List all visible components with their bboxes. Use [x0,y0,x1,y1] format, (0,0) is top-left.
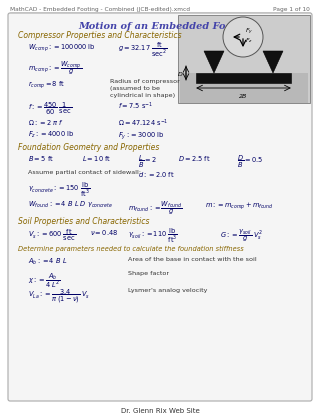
Text: cylindrical in shape): cylindrical in shape) [110,93,175,98]
Text: $d := 2.0\ \mathrm{ft}$: $d := 2.0\ \mathrm{ft}$ [138,170,175,178]
Text: $\chi := \dfrac{A_b}{4\ L^2}$: $\chi := \dfrac{A_b}{4\ L^2}$ [28,271,61,289]
Text: $V_s := 600\ \dfrac{\mathrm{ft}}{\mathrm{sec}}$: $V_s := 600\ \dfrac{\mathrm{ft}}{\mathrm… [28,228,76,242]
Text: $\gamma_{concrete} := 150\ \dfrac{\mathrm{lb}}{\mathrm{ft}^3}$: $\gamma_{concrete} := 150\ \dfrac{\mathr… [28,182,90,199]
Text: $m_{found} := \dfrac{W_{found}}{g}$: $m_{found} := \dfrac{W_{found}}{g}$ [128,199,183,217]
Text: Compressor Properties and Characteristics: Compressor Properties and Characteristic… [18,31,182,40]
Text: $V_{La} := \dfrac{3.4}{\pi\ (1-\nu)}\ V_s$: $V_{La} := \dfrac{3.4}{\pi\ (1-\nu)}\ V_… [28,287,90,304]
Text: $g = 32.17\ \dfrac{\mathrm{ft}}{\mathrm{sec}^2}$: $g = 32.17\ \dfrac{\mathrm{ft}}{\mathrm{… [118,42,168,59]
Text: Shape factor: Shape factor [128,271,169,275]
Text: $F_y$: $F_y$ [245,27,253,37]
Text: $\nu = 0.48$: $\nu = 0.48$ [90,228,118,236]
Text: MathCAD - Embedded Footing - Combined (JCB-edited).xmcd: MathCAD - Embedded Footing - Combined (J… [10,7,190,12]
Text: $m := m_{comp} + m_{found}$: $m := m_{comp} + m_{found}$ [205,199,274,211]
Text: Page 1 of 10: Page 1 of 10 [273,7,310,12]
Bar [196,74,291,84]
Text: $L = 10\ \mathrm{ft}$: $L = 10\ \mathrm{ft}$ [82,154,111,163]
Text: Lysmer's analog velocity: Lysmer's analog velocity [128,287,207,292]
Text: $f := \dfrac{450}{60}\ \dfrac{1}{\mathrm{sec}}$: $f := \dfrac{450}{60}\ \dfrac{1}{\mathrm… [28,101,72,117]
Text: Area of the base in contact with the soil: Area of the base in contact with the soi… [128,256,257,261]
Text: $W_{comp} := 100000\ \mathrm{lb}$: $W_{comp} := 100000\ \mathrm{lb}$ [28,42,96,53]
Bar [178,16,310,104]
Text: D: D [178,71,183,76]
Text: Soil Properties and Characteristics: Soil Properties and Characteristics [18,216,149,225]
Text: $D = 2.5\ \mathrm{ft}$: $D = 2.5\ \mathrm{ft}$ [178,154,211,163]
Bar [180,74,308,104]
Circle shape [223,18,263,58]
Text: $r_{comp} = 8\ \mathrm{ft}$: $r_{comp} = 8\ \mathrm{ft}$ [28,79,65,90]
Text: $\Omega := 2\ \pi\ f$: $\Omega := 2\ \pi\ f$ [28,118,64,127]
Text: Assume partial contact of sidewall:: Assume partial contact of sidewall: [28,170,141,175]
Text: $\Omega = 47.124\ \mathrm{s}^{-1}$: $\Omega = 47.124\ \mathrm{s}^{-1}$ [118,118,169,129]
Text: $A_b := 4\ B\ L$: $A_b := 4\ B\ L$ [28,256,67,266]
Text: $m_{comp} := \dfrac{W_{comp}}{g}$: $m_{comp} := \dfrac{W_{comp}}{g}$ [28,59,82,77]
Text: $f = 7.5\ \mathrm{s}^{-1}$: $f = 7.5\ \mathrm{s}^{-1}$ [118,101,153,112]
Text: $\gamma_{soil} := 110\ \dfrac{\mathrm{lb}}{\mathrm{ft}^3}$: $\gamma_{soil} := 110\ \dfrac{\mathrm{lb… [128,228,178,245]
Text: Dr. Glenn Rix Web Site: Dr. Glenn Rix Web Site [121,407,199,413]
Text: Radius of compressor: Radius of compressor [110,79,180,84]
Text: 2B: 2B [239,94,248,99]
Polygon shape [263,52,283,74]
Text: $\dfrac{L}{B} = 2$: $\dfrac{L}{B} = 2$ [138,154,157,170]
Text: Foundation Geometry and Properties: Foundation Geometry and Properties [18,142,159,152]
Text: Determine parameters needed to calculate the foundation stiffness: Determine parameters needed to calculate… [18,245,244,252]
Text: $B = 5\ \mathrm{ft}$: $B = 5\ \mathrm{ft}$ [28,154,54,163]
Text: $F_z$: $F_z$ [245,36,253,45]
Text: $W_{found} := 4\ B\ L\ D\ \gamma_{concrete}$: $W_{found} := 4\ B\ L\ D\ \gamma_{concre… [28,199,113,210]
FancyBboxPatch shape [8,14,312,401]
Text: $G := \dfrac{\gamma_{soil}}{g}\ V_s^2$: $G := \dfrac{\gamma_{soil}}{g}\ V_s^2$ [220,228,262,244]
Text: $F_y := 3000\ \mathrm{lb}$: $F_y := 3000\ \mathrm{lb}$ [118,130,164,141]
Polygon shape [204,52,224,74]
Text: (assumed to be: (assumed to be [110,86,160,91]
Text: $\dfrac{D}{B} = 0.5$: $\dfrac{D}{B} = 0.5$ [237,154,263,170]
Text: Motion of an Embedded Footing: Motion of an Embedded Footing [78,22,254,31]
Text: $F_z := 4000\ \mathrm{lb}$: $F_z := 4000\ \mathrm{lb}$ [28,130,74,140]
